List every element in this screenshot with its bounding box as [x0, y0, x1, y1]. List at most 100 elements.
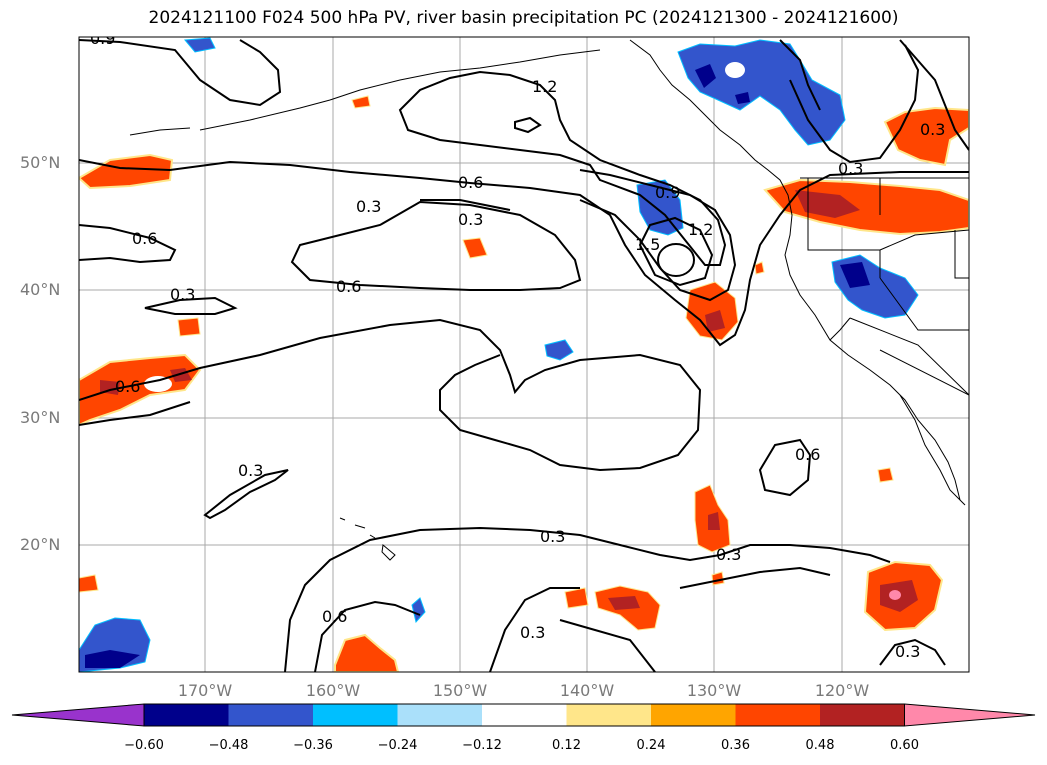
contour-label: 0.3	[895, 642, 920, 661]
precip-blob-pos-nw	[79, 153, 174, 190]
precip-blob-south2	[564, 587, 589, 609]
contour-0.3-ne	[789, 44, 920, 164]
graticule	[79, 37, 969, 672]
contour-0.6-east	[758, 438, 812, 497]
contour-label: 0.6	[132, 229, 157, 248]
colorbar-tick: 0.36	[721, 738, 750, 753]
contour-0.3-east	[679, 566, 831, 589]
contour-0.6-south	[314, 600, 421, 672]
precip-blob-small-pos	[711, 571, 725, 586]
contour-0.9-top	[79, 39, 282, 107]
precip-blob-bc	[677, 39, 846, 146]
colorbar-tick: −0.48	[208, 738, 249, 753]
precip-blob-sw-core	[85, 650, 140, 668]
map-title: 2024121100 F024 500 hPa PV, river basin …	[148, 8, 899, 28]
precip-blob-mexico-peak	[889, 590, 901, 600]
precip-blob-bottom	[334, 633, 400, 672]
lon-label-140w: 140°W	[559, 681, 615, 700]
colorbar-tick: 0.48	[805, 738, 835, 753]
colorbar-extend-max	[904, 703, 1036, 727]
contour-0.3-south	[284, 526, 891, 672]
contour-label: 0.6	[795, 445, 820, 464]
lon-label-120w: 120°W	[814, 681, 870, 700]
precip-blob-bc-hole	[725, 62, 745, 78]
colorbar-tick: 0.24	[636, 738, 666, 753]
contour-label: 0.3	[920, 120, 945, 139]
lat-label-50n: 50°N	[20, 153, 61, 172]
precip-blob-south-core	[708, 512, 720, 530]
colorbar-bin	[566, 704, 651, 726]
contour-0.3-se	[879, 638, 946, 666]
colorbar-extend-min	[11, 703, 145, 727]
precip-blob-nevada-core	[840, 262, 870, 288]
colorbar-bin	[820, 704, 905, 726]
precipitation-shading	[79, 37, 969, 672]
lat-label-40n: 40°N	[20, 280, 61, 299]
pv-contours	[79, 39, 969, 672]
precip-blob-small-pos	[177, 317, 201, 337]
coastlines	[129, 39, 969, 561]
contour-label: 0.3	[170, 285, 195, 304]
colorbar-bin	[228, 704, 313, 726]
contour-0.6-ne2	[779, 39, 821, 111]
colorbar-tick: −0.12	[462, 738, 502, 753]
contour-0.3-west-bottom	[79, 401, 191, 426]
colorbar-tick: 0.60	[890, 738, 919, 753]
colorbar-tick: −0.36	[293, 738, 333, 753]
precip-blob-bc-pos	[883, 106, 969, 167]
contour-label: 0.6	[115, 377, 140, 396]
contour-label: 0.6	[322, 607, 347, 626]
contour-0.3-sw	[203, 469, 289, 520]
lon-label-130w: 130°W	[686, 681, 742, 700]
colorbar-bin	[482, 704, 567, 726]
contour-label: 0.3	[238, 461, 263, 480]
colorbar-tick: 0.12	[552, 738, 581, 753]
lat-label-20n: 20°N	[20, 535, 61, 554]
precip-blob-bc-core	[695, 64, 716, 88]
colorbar-bin	[313, 704, 398, 726]
colorbar	[11, 703, 1036, 727]
contour-label: 0.3	[838, 159, 863, 178]
colorbar-bin	[651, 704, 736, 726]
contour-label: 0.9	[655, 183, 680, 202]
precip-blob-top	[183, 37, 216, 53]
map-border	[78, 36, 970, 673]
contour-0.6-ne	[899, 39, 969, 151]
contour-0.3-loop	[489, 587, 580, 672]
contour-0.6-ring	[290, 200, 582, 291]
contour-1.5-core	[657, 243, 695, 277]
contour-label: 0.6	[336, 277, 361, 296]
colorbar-bin	[144, 704, 229, 726]
lat-label-30n: 30°N	[20, 408, 61, 427]
colorbar-bin	[397, 704, 482, 726]
contour-0.3-loop2	[559, 619, 656, 672]
lon-label-160w: 160°W	[305, 681, 361, 700]
precip-blob-small-pos	[462, 237, 488, 259]
contour-0.6-west	[79, 318, 702, 472]
precip-blob-south3-core	[608, 596, 640, 610]
contour-label: 1.5	[635, 235, 660, 254]
contour-label: 0.6	[458, 173, 483, 192]
precip-blob-pos-w	[79, 353, 202, 427]
precip-blob-small-neg	[411, 597, 426, 624]
precip-blob-small-pos	[877, 467, 894, 483]
precip-blob-ca-offshore	[685, 281, 739, 341]
contour-1.5	[638, 216, 714, 287]
precip-blob-bc-core	[735, 92, 750, 104]
precip-blob-ca-offshore-core	[705, 310, 725, 332]
contour-label: 1.2	[688, 220, 713, 239]
colorbar-frame	[143, 703, 905, 727]
contour-label: 0.3	[540, 527, 565, 546]
contour-label: 0.3	[458, 210, 483, 229]
colorbar-bin	[735, 704, 820, 726]
precip-blob-small-pos	[754, 261, 765, 275]
precip-blob-small-pos	[351, 95, 371, 109]
contour-0.3-north	[79, 159, 969, 347]
contour-label-layer: 0.9 1.2 0.6 0.3 0.6 0.3 0.9 1.2 1.5 0.6 …	[90, 29, 945, 661]
contour-label: 0.9	[90, 29, 115, 48]
precip-blob-pos-w-hole	[144, 376, 172, 392]
precip-blob-pacnw-core	[795, 190, 860, 218]
contour-label: 0.3	[520, 623, 545, 642]
contour-label: 1.2	[532, 77, 557, 96]
